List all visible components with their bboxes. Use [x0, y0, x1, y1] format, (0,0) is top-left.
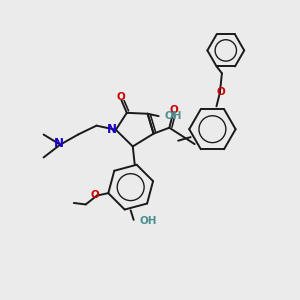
Text: O: O — [216, 87, 225, 97]
Text: O: O — [169, 105, 178, 115]
Text: OH: OH — [165, 111, 182, 121]
Text: O: O — [116, 92, 125, 101]
Text: N: N — [54, 137, 64, 150]
Text: O: O — [90, 190, 99, 200]
Text: N: N — [107, 123, 117, 136]
Text: OH: OH — [139, 216, 157, 226]
